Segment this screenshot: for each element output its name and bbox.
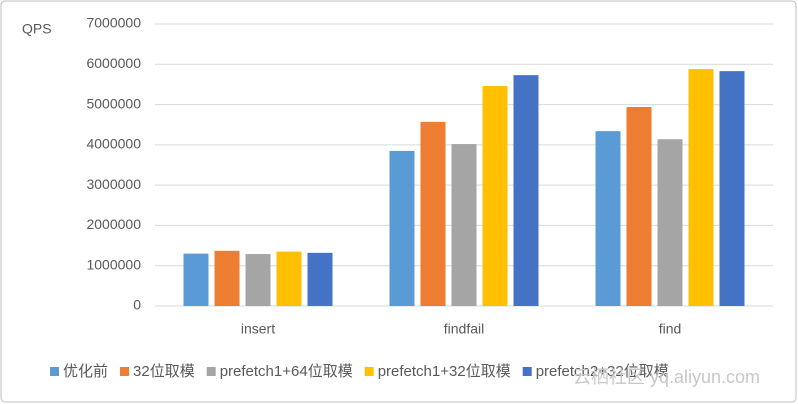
legend-marker [206,367,216,376]
bar [482,86,508,306]
bar [657,139,683,306]
legend-marker [522,367,532,376]
y-tick-label: 6000000 [86,55,141,71]
y-tick-label: 2000000 [86,216,141,232]
y-tick-label: 0 [133,297,141,313]
legend-label: prefetch1+64位取模 [220,363,353,380]
y-tick-label: 5000000 [86,95,141,111]
y-axis-label: QPS [22,21,52,37]
bar [307,252,333,306]
legend-label: 优化前 [63,363,108,380]
legend-label: 32位取模 [133,363,195,380]
legend-marker [50,367,59,376]
y-tick-label: 7000000 [86,15,141,31]
bar [214,250,240,306]
y-tick-label: 3000000 [86,176,141,192]
bar [688,69,714,307]
x-tick-label: findfail [444,321,484,337]
bar [719,71,745,307]
y-tick-label: 4000000 [86,136,141,152]
watermark: 云栖社区 yq.aliyun.com [573,367,760,387]
bar [183,253,209,306]
x-tick-label: find [659,321,682,337]
bar [451,144,477,306]
bar [513,75,539,306]
legend-marker [364,367,374,376]
legend-label: prefetch2+32位取模 [536,363,669,380]
bar [276,251,302,306]
bar [389,150,415,306]
legend-label: prefetch1+32位取模 [378,363,511,380]
bar [245,254,271,306]
y-tick-label: 1000000 [86,256,141,272]
x-tick-label: insert [241,321,275,337]
bar [626,106,652,306]
bar [595,131,621,306]
bar [420,121,446,306]
legend-marker [120,367,130,376]
